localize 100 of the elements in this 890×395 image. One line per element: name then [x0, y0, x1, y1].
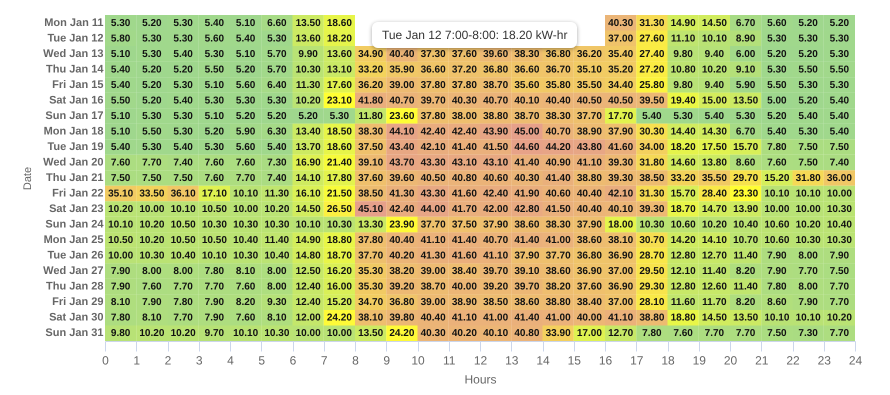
- x-tick-label: 18: [661, 354, 675, 368]
- data-label: 7.50: [830, 142, 850, 153]
- y-tick-label: Mon Jan 18: [44, 125, 104, 138]
- data-label: 34.00: [639, 142, 665, 153]
- y-tick-label: Sat Jan 16: [49, 94, 104, 106]
- data-label: 35.20: [608, 64, 634, 76]
- y-tick-label: Sun Jan 31: [45, 327, 104, 340]
- data-label: 28.10: [639, 297, 665, 308]
- x-tick-label: 1: [133, 354, 140, 368]
- data-label: 5.50: [142, 126, 162, 138]
- data-label: 26.50: [326, 204, 352, 216]
- data-label: 38.10: [608, 235, 634, 246]
- x-tick-label: 12: [474, 354, 488, 368]
- data-label: 37.70: [546, 250, 572, 262]
- data-label: 40.00: [576, 312, 602, 324]
- data-label: 23.30: [733, 188, 759, 200]
- data-label: 11.40: [733, 282, 758, 293]
- x-tick-label: 2: [164, 354, 172, 368]
- x-tick-label: 10: [411, 354, 425, 368]
- data-label: 10.20: [826, 312, 852, 324]
- data-label: 5.30: [142, 48, 162, 60]
- data-label: 5.30: [110, 18, 131, 29]
- data-label: 37.70: [358, 250, 384, 262]
- data-label: 36.70: [546, 64, 572, 76]
- data-label: 13.90: [733, 204, 759, 216]
- data-label: 34.40: [608, 80, 634, 91]
- data-label: 5.10: [110, 126, 131, 138]
- data-label: 38.30: [546, 220, 572, 231]
- data-label: 10.10: [796, 188, 822, 200]
- data-label: 7.60: [673, 328, 694, 340]
- data-label: 10.30: [264, 220, 290, 231]
- data-label: 5.60: [236, 142, 256, 153]
- data-label: 41.70: [452, 204, 478, 216]
- data-label: 35.90: [389, 64, 415, 76]
- data-label: 36.90: [576, 266, 602, 278]
- data-label: 7.70: [173, 312, 194, 324]
- data-label: 29.50: [639, 266, 665, 278]
- y-tick-label: Mon Jan 25: [44, 234, 104, 246]
- data-label: 5.30: [173, 126, 194, 138]
- data-label: 5.50: [798, 64, 818, 76]
- data-label: 35.30: [358, 266, 384, 278]
- data-label: 38.30: [546, 110, 572, 122]
- data-label: 5.30: [330, 110, 350, 122]
- data-label: 41.60: [608, 142, 634, 153]
- data-label: 10.00: [296, 328, 322, 340]
- data-label: 10.10: [702, 33, 728, 44]
- data-label: 8.00: [267, 266, 288, 278]
- data-label: 38.60: [546, 266, 572, 278]
- y-tick-label: Wed Jan 20: [43, 156, 104, 168]
- data-label: 5.40: [236, 33, 256, 44]
- data-label: 38.80: [576, 173, 602, 184]
- data-label: 10.50: [170, 235, 196, 246]
- data-label: 5.10: [204, 110, 225, 122]
- data-label: 7.60: [204, 173, 225, 184]
- data-label: 36.20: [358, 80, 384, 91]
- data-label: 7.70: [830, 282, 850, 293]
- data-label: 12.70: [608, 328, 634, 340]
- data-label: 5.20: [798, 95, 818, 106]
- data-label: 33.20: [358, 64, 384, 76]
- data-label: 31.30: [639, 188, 665, 200]
- data-label: 17.70: [608, 110, 634, 122]
- data-label: 7.90: [767, 266, 788, 278]
- data-label: 8.00: [798, 282, 818, 293]
- data-label: 39.70: [514, 282, 540, 293]
- data-label: 40.30: [608, 18, 634, 29]
- data-label: 38.90: [576, 126, 602, 138]
- data-label: 9.70: [204, 328, 225, 340]
- data-label: 5.20: [267, 110, 288, 122]
- data-label: 15.00: [702, 95, 728, 106]
- data-label: 17.60: [326, 80, 352, 91]
- data-label: 10.20: [296, 95, 322, 106]
- data-label: 7.90: [767, 250, 788, 262]
- data-label: 35.10: [108, 188, 134, 200]
- data-label: 9.80: [673, 48, 694, 60]
- data-label: 35.10: [576, 64, 602, 76]
- data-label: 38.20: [389, 266, 415, 278]
- data-label: 39.10: [358, 157, 384, 168]
- data-label: 5.30: [830, 48, 850, 60]
- data-label: 7.80: [173, 297, 194, 308]
- data-label: 13.60: [326, 48, 352, 60]
- data-label: 40.70: [483, 235, 509, 246]
- data-label: 27.60: [639, 33, 665, 44]
- data-label: 36.80: [483, 64, 509, 76]
- data-label: 7.80: [204, 266, 225, 278]
- data-label: 33.90: [546, 328, 572, 340]
- data-label: 10.20: [796, 220, 822, 231]
- data-label: 10.30: [326, 220, 352, 231]
- data-label: 9.80: [673, 80, 694, 91]
- data-label: 30.70: [639, 235, 665, 246]
- data-label: 12.10: [670, 266, 696, 278]
- data-label: 43.80: [576, 142, 602, 153]
- data-label: 38.30: [514, 48, 540, 60]
- data-label: 36.60: [514, 64, 540, 76]
- data-label: 40.20: [389, 250, 415, 262]
- data-label: 12.80: [670, 250, 696, 262]
- data-label: 42.00: [483, 204, 509, 216]
- data-label: 7.80: [767, 282, 788, 293]
- data-label: 11.40: [264, 235, 290, 246]
- data-label: 5.20: [142, 95, 162, 106]
- data-label: 8.10: [236, 266, 256, 278]
